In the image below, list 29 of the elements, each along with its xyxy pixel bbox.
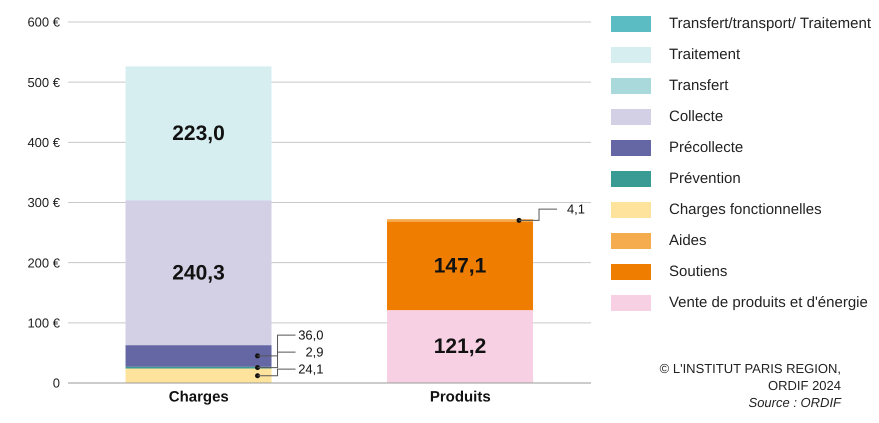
legend-label: Transfert bbox=[669, 77, 728, 94]
y-tick-label: 200 € bbox=[27, 255, 61, 270]
legend-label: Aides bbox=[669, 232, 707, 249]
legend-label: Collecte bbox=[669, 108, 724, 125]
y-tick-label: 100 € bbox=[27, 315, 61, 330]
data-label: 223,0 bbox=[172, 122, 225, 145]
legend-label: Traitement bbox=[669, 46, 740, 63]
text: © L'INSTITUT PARIS REGION, ORDIF 2024 bbox=[660, 360, 841, 394]
y-tick-label: 600 € bbox=[27, 14, 61, 30]
data-label: 24,1 bbox=[298, 362, 324, 377]
data-label: 2,9 bbox=[305, 344, 324, 360]
legend-label: Transfert/transport/ Traitement bbox=[668, 15, 871, 32]
data-label: 240,3 bbox=[172, 261, 225, 284]
source-note: Source : ORDIF bbox=[748, 394, 841, 411]
legend-label: Charges fonctionnelles bbox=[669, 201, 822, 218]
data-label: 4,1 bbox=[566, 202, 586, 217]
x-tick-label: Produits bbox=[430, 388, 491, 406]
legend-label: Vente de produits et d'énergie bbox=[669, 294, 868, 311]
data-label: 147,1 bbox=[434, 254, 487, 278]
data-label: 36,0 bbox=[298, 328, 324, 343]
legend-label: Précollecte bbox=[669, 139, 744, 156]
y-tick-label: 0 bbox=[52, 376, 60, 391]
data-label: 121,2 bbox=[434, 335, 486, 358]
y-tick-label: 500 € bbox=[27, 74, 61, 90]
x-tick-label: Charges bbox=[168, 388, 229, 406]
legend-label: Soutiens bbox=[669, 263, 728, 280]
y-tick-label: 300 € bbox=[27, 195, 61, 210]
y-tick-label: 400 € bbox=[27, 134, 61, 150]
legend-label: Prévention bbox=[669, 170, 741, 187]
